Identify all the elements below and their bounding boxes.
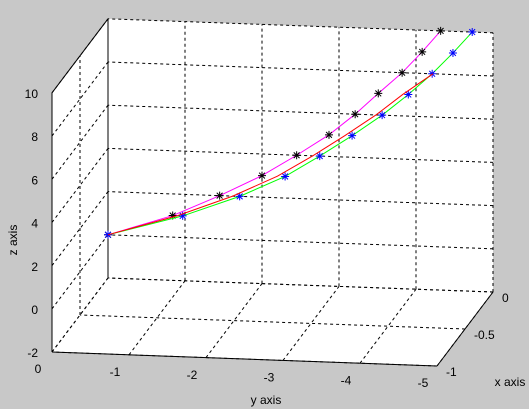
grid-line xyxy=(107,104,494,120)
x-tick-label: -0.5 xyxy=(474,328,495,342)
y-tick-label: -3 xyxy=(264,371,275,385)
grid-line xyxy=(107,277,494,293)
marker xyxy=(348,131,357,140)
series-line xyxy=(107,73,434,236)
z-tick-label: 4 xyxy=(31,217,38,231)
marker xyxy=(215,191,224,200)
marker xyxy=(436,26,445,35)
y-tick-label: -4 xyxy=(341,373,352,387)
marker xyxy=(418,47,427,56)
marker xyxy=(235,192,244,201)
marker xyxy=(404,90,413,99)
marker xyxy=(398,68,407,77)
grid-line xyxy=(107,191,494,207)
marker xyxy=(258,171,266,180)
z-tick-label: 0 xyxy=(31,303,38,317)
marker xyxy=(351,110,360,119)
marker xyxy=(324,130,333,139)
y-tick-label: -5 xyxy=(418,376,429,390)
marker xyxy=(292,151,301,160)
axis-edge xyxy=(51,351,438,367)
marker xyxy=(468,28,477,37)
axis-edge xyxy=(436,291,494,367)
grid-line xyxy=(107,61,494,77)
z-tick-label: -2 xyxy=(27,346,38,360)
marker xyxy=(315,152,324,161)
marker xyxy=(178,211,187,220)
marker xyxy=(168,211,177,220)
marker xyxy=(374,89,383,98)
z-tick-label: 2 xyxy=(31,260,38,274)
y-axis-label: y axis xyxy=(251,393,282,407)
x-axis-label: x axis xyxy=(495,375,526,389)
side-wall xyxy=(52,18,108,353)
y-tick-label: -2 xyxy=(187,368,198,382)
marker xyxy=(281,172,290,181)
axis-edge xyxy=(51,18,109,94)
z-tick-label: 6 xyxy=(31,173,38,187)
x-tick-label: 0 xyxy=(502,291,509,305)
x-tick-label: -1 xyxy=(446,365,457,379)
z-tick-label: 8 xyxy=(31,130,38,144)
z-axis-label: z axis xyxy=(6,225,20,256)
marker xyxy=(448,48,457,57)
y-tick-label: 0 xyxy=(35,362,42,376)
grid-line xyxy=(79,314,466,330)
marker xyxy=(378,111,387,120)
z-tick-label: 10 xyxy=(25,87,39,101)
y-tick-label: -1 xyxy=(110,365,121,379)
grid-line xyxy=(107,18,494,34)
grid-line xyxy=(107,234,494,250)
